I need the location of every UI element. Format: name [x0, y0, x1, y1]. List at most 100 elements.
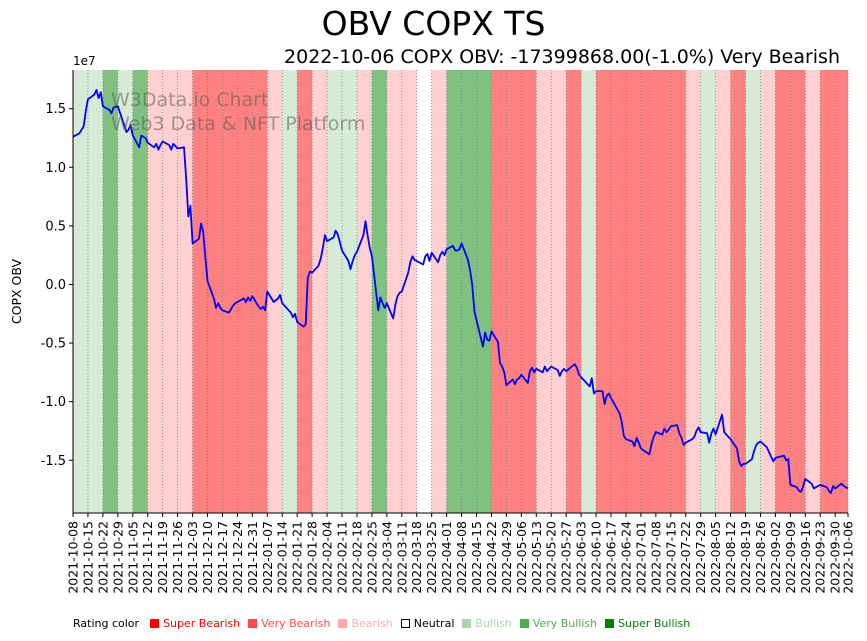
x-tick-label: 2022-08-05	[708, 521, 723, 594]
legend-item-super-bullish: Super Bullish	[605, 617, 690, 630]
legend-swatch	[150, 619, 160, 628]
x-tick-label: 2022-02-11	[335, 521, 350, 594]
x-tick-label: 2022-04-15	[469, 521, 484, 594]
x-tick-label: 2022-04-01	[439, 521, 454, 594]
legend-swatch	[605, 619, 615, 628]
rating-band	[356, 70, 372, 513]
rating-band	[491, 70, 507, 513]
legend-text: Bullish	[475, 617, 512, 630]
x-tick-label: 2022-04-22	[484, 521, 499, 594]
rating-legend: Rating color Super Bearish Very Bearish …	[73, 617, 698, 630]
watermark-line-2: Web3 Data & NFT Platform	[111, 113, 366, 135]
legend-item-very-bearish: Very Bearish	[248, 617, 330, 630]
x-tick-label: 2022-01-07	[260, 521, 275, 594]
legend-swatch	[248, 619, 258, 628]
x-tick-label: 2022-04-08	[454, 521, 469, 594]
y-axis-label: COPX OBV	[9, 258, 24, 324]
rating-band	[162, 70, 178, 513]
rating-band	[416, 70, 432, 513]
rating-band	[476, 70, 492, 513]
y-tick-label: 0.0	[45, 278, 66, 293]
obv-line	[72, 89, 849, 495]
x-tick-label: 2022-06-17	[604, 521, 619, 594]
rating-band	[805, 70, 821, 513]
x-tick-label: 2022-03-11	[394, 521, 409, 594]
x-tick-label: 2022-03-18	[409, 521, 424, 594]
x-tick-label: 2022-01-14	[275, 521, 290, 594]
rating-band	[745, 70, 761, 513]
legend-swatch	[519, 619, 529, 628]
rating-band	[566, 70, 582, 513]
legend-text: Super Bearish	[163, 617, 241, 630]
x-tick-label: 2021-11-26	[170, 521, 185, 594]
x-tick-label: 2022-08-26	[753, 521, 768, 594]
x-tick-label: 2021-12-31	[245, 521, 260, 594]
legend-swatch	[338, 619, 348, 628]
rating-band	[297, 70, 313, 513]
legend-item-super-bearish: Super Bearish	[150, 617, 240, 630]
legend-swatch	[400, 619, 410, 628]
y-tick-label: 0.5	[45, 219, 66, 234]
legend-item-very-bullish: Very Bullish	[519, 617, 598, 630]
x-tick-label: 2022-07-01	[633, 521, 648, 594]
x-tick-label: 2022-09-23	[813, 521, 828, 594]
x-tick-label: 2022-06-24	[619, 521, 634, 594]
legend-text: Very Bullish	[532, 617, 598, 630]
rating-band	[521, 70, 537, 513]
y-tick-label: 1.5	[45, 102, 66, 117]
legend-item-neutral: Neutral	[400, 617, 455, 630]
x-tick-label: 2022-09-02	[768, 521, 783, 594]
x-tick-label: 2022-02-18	[350, 521, 365, 594]
rating-band	[820, 70, 836, 513]
rating-band	[132, 70, 148, 513]
x-tick-label: 2022-07-29	[693, 521, 708, 594]
rating-band	[611, 70, 626, 513]
rating-band	[670, 70, 686, 513]
rating-band	[790, 70, 806, 513]
y-tick-label: -1.5	[41, 454, 66, 469]
rating-band	[835, 70, 848, 513]
rating-band	[461, 70, 477, 513]
legend-text: Super Bullish	[618, 617, 691, 630]
y-tick-label: 1.0	[45, 161, 66, 176]
x-tick-label: 2021-12-17	[215, 521, 230, 594]
legend-text: Neutral	[413, 617, 455, 630]
legend-label: Rating color	[73, 617, 140, 630]
rating-band	[327, 70, 343, 513]
rating-band	[282, 70, 298, 513]
x-tick-label: 2022-05-20	[544, 521, 559, 594]
x-tick-label: 2021-10-22	[95, 521, 110, 594]
rating-band	[581, 70, 597, 513]
chart-title: OBV COPX TS	[321, 4, 546, 43]
x-tick-label: 2021-11-05	[125, 521, 140, 594]
x-tick-label: 2021-12-03	[185, 521, 200, 594]
rating-band	[117, 70, 133, 513]
x-tick-label: 2022-01-21	[290, 521, 305, 594]
x-tick-label: 2021-12-24	[230, 521, 245, 594]
x-tick-label: 2022-05-06	[514, 521, 529, 594]
x-tick-label: 2022-08-12	[723, 521, 738, 594]
rating-band	[371, 70, 387, 513]
watermark-line-1: W3Data.io Chart	[111, 89, 269, 111]
x-tick-label: 2022-09-30	[828, 521, 843, 594]
x-tick-label: 2021-12-10	[200, 521, 215, 594]
rating-band	[775, 70, 791, 513]
x-tick-label: 2022-06-10	[589, 521, 604, 594]
legend-item-bullish: Bullish	[462, 617, 512, 630]
x-tick-label: 2022-03-04	[379, 521, 394, 594]
chart-subtitle: 2022-10-06 COPX OBV: -17399868.00(-1.0%)…	[284, 46, 840, 68]
x-tick-label: 2022-10-06	[841, 521, 856, 594]
x-tick-label: 2022-09-09	[783, 521, 798, 594]
rating-band	[222, 70, 238, 513]
y-multiplier-label: 1e7	[73, 54, 96, 68]
rating-band	[342, 70, 357, 513]
rating-band	[401, 70, 417, 513]
rating-band	[237, 70, 253, 513]
x-tick-label: 2022-02-25	[364, 521, 379, 594]
rating-band	[177, 70, 193, 513]
rating-band	[715, 70, 731, 513]
rating-band	[87, 70, 103, 513]
rating-band	[640, 70, 656, 513]
